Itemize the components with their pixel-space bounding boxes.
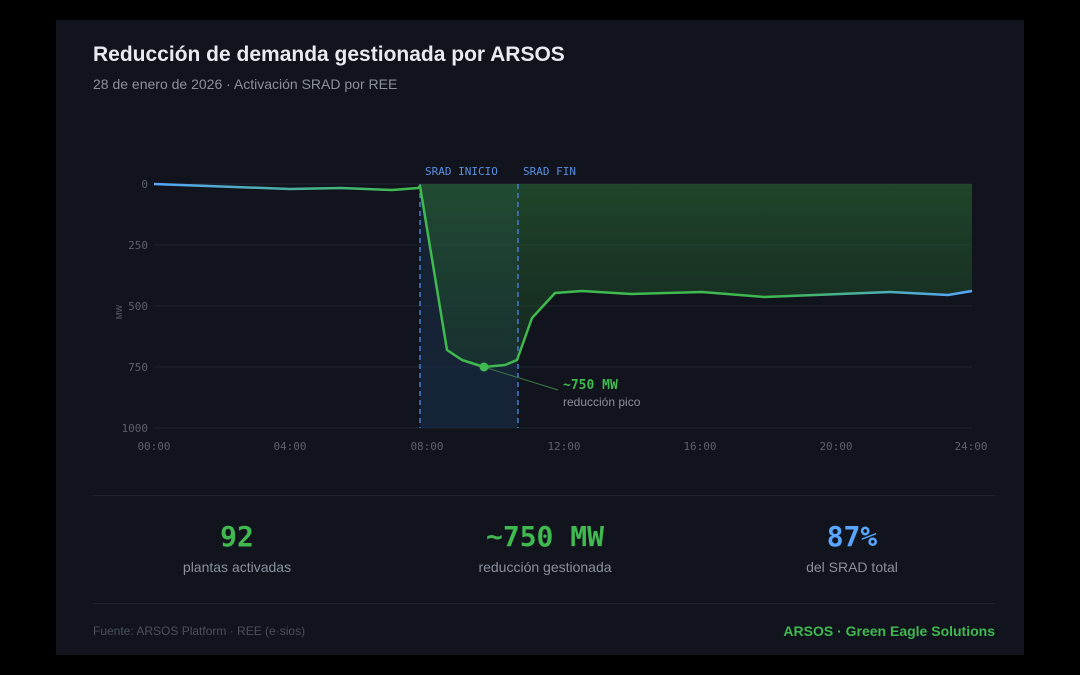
kpi-srad-share: 87% del SRAD total [702, 520, 1002, 575]
x-tick-24: 24:00 [954, 440, 987, 453]
peak-leader-line [483, 366, 559, 391]
peak-sub-label: reducción pico [563, 395, 641, 409]
kpi-reduction-label: reducción gestionada [478, 559, 612, 575]
divider-top [93, 495, 995, 496]
peak-value-label: ~750 MW [563, 378, 618, 393]
chart-card: Reducción de demanda gestionada por ARSO… [56, 20, 1024, 655]
x-tick-00: 00:00 [137, 440, 170, 453]
x-tick-08: 08:00 [410, 440, 443, 453]
page-subtitle: 28 de enero de 2026 · Activación SRAD po… [93, 76, 398, 92]
source-note: Fuente: ARSOS Platform · REE (e·sios) [93, 624, 306, 638]
demand-line [153, 182, 973, 369]
srad-end-label: SRAD FIN [523, 165, 576, 178]
x-tick-04: 04:00 [273, 440, 306, 453]
page-title: Reducción de demanda gestionada por ARSO… [93, 43, 565, 66]
divider-bottom [93, 603, 995, 604]
x-tick-20: 20:00 [819, 440, 852, 453]
kpi-srad-value: 87% [826, 520, 878, 553]
x-tick-12: 12:00 [547, 440, 580, 453]
x-tick-16: 16:00 [683, 440, 716, 453]
brand-label: ARSOS · Green Eagle Solutions [783, 623, 995, 639]
y-tick-500: 500 [128, 300, 148, 313]
kpi-plants: 92 plantas activadas [87, 520, 387, 575]
line-chart: 0 250 500 750 1000 MW 00:00 04:00 08:00 … [115, 165, 988, 453]
kpi-reduction: ~750 MW reducción gestionada [395, 520, 695, 575]
y-tick-750: 750 [128, 361, 148, 374]
y-tick-250: 250 [128, 239, 148, 252]
peak-marker [479, 362, 489, 372]
kpi-plants-label: plantas activadas [182, 559, 292, 575]
reduction-area [420, 184, 972, 367]
kpi-reduction-value: ~750 MW [485, 520, 604, 553]
kpi-srad-label: del SRAD total [806, 559, 898, 575]
srad-start-label: SRAD INICIO [425, 165, 498, 178]
kpi-plants-value: 92 [220, 520, 254, 553]
y-axis-label: MW [115, 304, 124, 319]
y-tick-0: 0 [141, 178, 148, 191]
y-tick-1000: 1000 [122, 422, 149, 435]
